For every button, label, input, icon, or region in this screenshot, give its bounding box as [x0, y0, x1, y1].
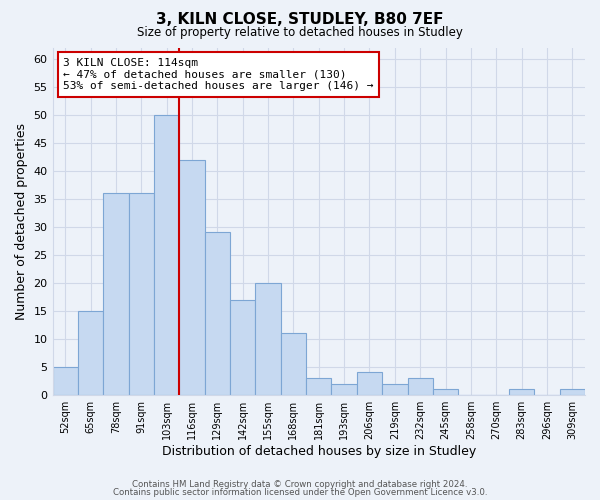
Text: 3 KILN CLOSE: 114sqm
← 47% of detached houses are smaller (130)
53% of semi-deta: 3 KILN CLOSE: 114sqm ← 47% of detached h… — [63, 58, 374, 91]
Bar — [306, 378, 331, 394]
Bar — [407, 378, 433, 394]
Bar — [281, 333, 306, 394]
Bar — [433, 389, 458, 394]
Bar — [128, 193, 154, 394]
X-axis label: Distribution of detached houses by size in Studley: Distribution of detached houses by size … — [161, 444, 476, 458]
Bar — [53, 366, 78, 394]
Bar — [230, 300, 256, 394]
Bar — [509, 389, 534, 394]
Bar — [256, 282, 281, 395]
Bar — [78, 310, 103, 394]
Bar — [154, 114, 179, 394]
Bar — [357, 372, 382, 394]
Bar — [382, 384, 407, 394]
Bar — [331, 384, 357, 394]
Text: Contains HM Land Registry data © Crown copyright and database right 2024.: Contains HM Land Registry data © Crown c… — [132, 480, 468, 489]
Text: Size of property relative to detached houses in Studley: Size of property relative to detached ho… — [137, 26, 463, 39]
Bar — [179, 160, 205, 394]
Text: 3, KILN CLOSE, STUDLEY, B80 7EF: 3, KILN CLOSE, STUDLEY, B80 7EF — [156, 12, 444, 28]
Text: Contains public sector information licensed under the Open Government Licence v3: Contains public sector information licen… — [113, 488, 487, 497]
Bar — [560, 389, 585, 394]
Bar — [205, 232, 230, 394]
Bar — [103, 193, 128, 394]
Y-axis label: Number of detached properties: Number of detached properties — [15, 122, 28, 320]
